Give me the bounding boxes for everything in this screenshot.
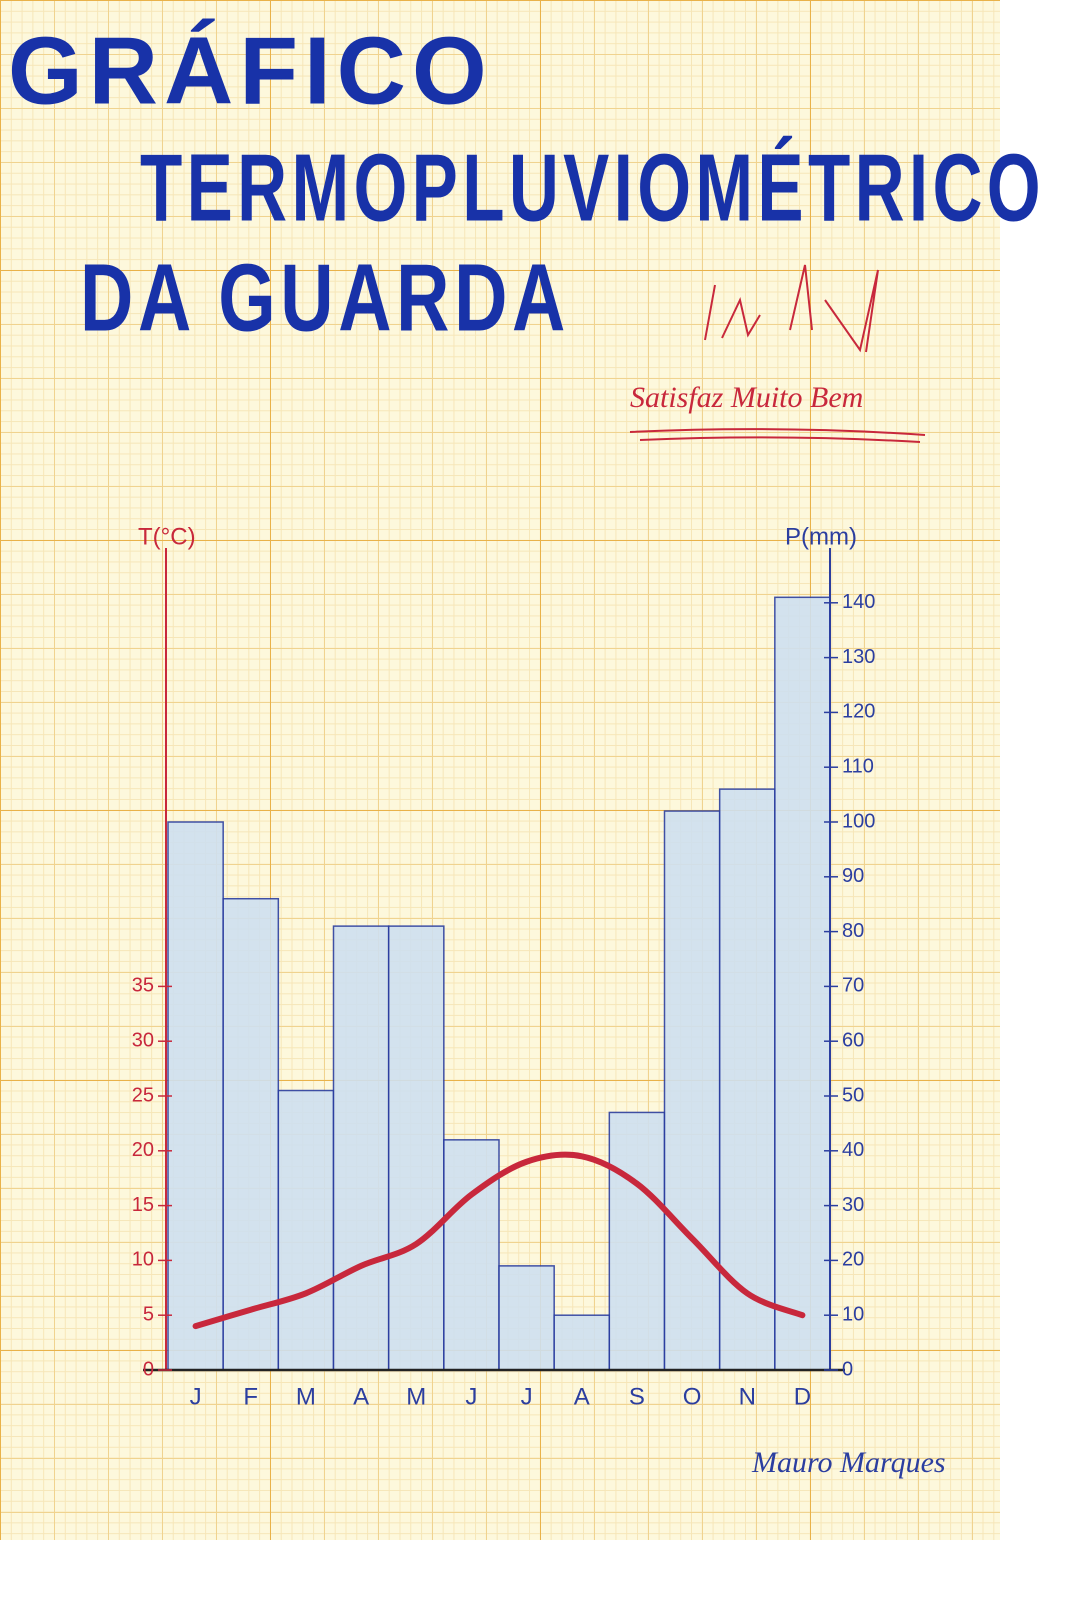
- x-tick-label: N: [739, 1383, 756, 1410]
- x-tick-label: O: [683, 1383, 702, 1410]
- underline: [629, 428, 926, 443]
- x-tick-label: A: [574, 1383, 590, 1410]
- bar: [277, 1089, 335, 1371]
- y2-axis-label: P(mm): [785, 523, 857, 550]
- x-tick-label: M: [296, 1383, 316, 1410]
- author-signature: Mauro Marques: [751, 1446, 946, 1479]
- x-tick-label: J: [465, 1383, 477, 1410]
- y-tick-label: 15: [132, 1194, 154, 1216]
- y2-tick-label: 40: [842, 1139, 864, 1161]
- bar: [663, 810, 721, 1371]
- y2-tick-label: 30: [842, 1194, 864, 1216]
- bar: [443, 1139, 500, 1371]
- y2-tick-label: 100: [842, 810, 875, 832]
- y2-tick-label: 50: [842, 1084, 864, 1106]
- y2-tick-label: 120: [842, 701, 875, 723]
- y2-tick-label: 10: [842, 1303, 864, 1325]
- y-tick-label: 5: [143, 1303, 154, 1325]
- y2-tick-label: 110: [842, 755, 874, 777]
- y2-tick-label: 70: [842, 975, 864, 997]
- title-line: GRÁFICO: [8, 17, 493, 124]
- bar: [332, 925, 390, 1371]
- bar: [387, 925, 445, 1371]
- y-tick-label: 0: [143, 1358, 154, 1380]
- y2-tick-label: 20: [842, 1249, 864, 1271]
- y2-tick-label: 80: [842, 920, 864, 942]
- grade-note: Satisfaz Muito Bem: [630, 381, 863, 414]
- bar: [498, 1265, 555, 1371]
- x-tick-label: F: [243, 1383, 258, 1410]
- bar: [167, 821, 224, 1371]
- signature: [704, 264, 879, 353]
- x-tick-label: A: [353, 1383, 369, 1410]
- temperature-line: [192, 1151, 806, 1330]
- y2-tick-label: 60: [842, 1029, 864, 1051]
- y2-tick-label: 0: [842, 1358, 853, 1380]
- y-axis-label: T(°C): [138, 523, 196, 550]
- bar: [553, 1314, 611, 1371]
- x-tick-label: J: [521, 1383, 533, 1410]
- y-tick-label: 10: [132, 1249, 154, 1271]
- x-tick-label: J: [190, 1383, 202, 1410]
- bar: [718, 788, 776, 1371]
- y-tick-label: 20: [132, 1139, 154, 1161]
- y2-tick-label: 140: [842, 591, 875, 613]
- title-line: DA GUARDA: [80, 244, 570, 351]
- x-tick-label: S: [629, 1383, 645, 1410]
- y2-tick-label: 130: [842, 646, 875, 668]
- y-tick-label: 35: [132, 975, 154, 997]
- x-tick-label: D: [794, 1383, 811, 1410]
- y-tick-label: 30: [132, 1029, 154, 1051]
- y2-tick-label: 90: [842, 865, 864, 887]
- title-line: TERMOPLUVIOMÉTRICO: [140, 134, 1045, 241]
- bar: [774, 596, 831, 1371]
- bar: [608, 1111, 666, 1371]
- bar: [222, 897, 280, 1371]
- y-tick-label: 25: [132, 1084, 154, 1106]
- x-tick-label: M: [406, 1383, 426, 1410]
